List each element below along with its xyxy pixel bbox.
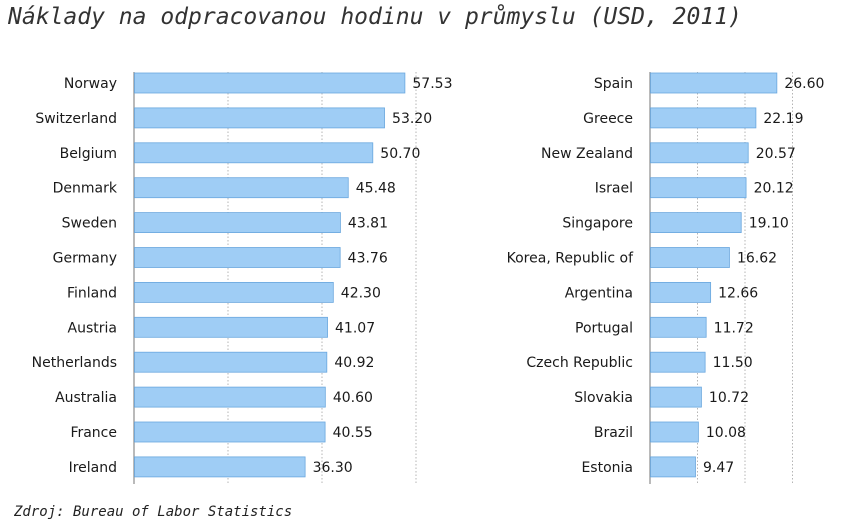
bar — [650, 72, 778, 94]
category-label: Czech Republic — [526, 355, 633, 371]
bar — [650, 107, 757, 129]
bar — [134, 177, 349, 199]
data-label: 41.07 — [335, 320, 375, 336]
data-label: 40.92 — [334, 355, 374, 371]
bar — [650, 212, 742, 234]
data-label: 40.55 — [333, 425, 373, 441]
category-label: Spain — [594, 76, 633, 92]
bar — [650, 421, 699, 443]
data-label: 53.20 — [392, 111, 432, 127]
chart-title: Náklady na odpracovanou hodinu v průmysl… — [8, 4, 742, 30]
bar — [650, 247, 730, 268]
bar — [650, 142, 749, 164]
data-label: 45.48 — [356, 181, 396, 197]
bar — [134, 456, 306, 478]
bar — [134, 72, 406, 94]
data-label: 20.57 — [756, 146, 796, 162]
bar — [134, 247, 341, 268]
category-label: Denmark — [53, 181, 118, 197]
data-label: 11.72 — [714, 320, 754, 336]
bar — [650, 456, 696, 478]
category-label: France — [70, 425, 117, 441]
bar — [134, 351, 328, 373]
bar — [134, 107, 385, 129]
category-label: Norway — [64, 76, 117, 92]
bar — [134, 212, 341, 234]
data-label: 10.08 — [706, 425, 746, 441]
category-label: Slovakia — [574, 390, 633, 406]
category-label: Singapore — [562, 216, 633, 232]
category-label: Portugal — [575, 320, 633, 336]
bar — [134, 421, 326, 443]
category-label: Austria — [68, 320, 117, 336]
bar — [134, 386, 326, 408]
data-label: 40.60 — [333, 390, 373, 406]
category-label: Ireland — [69, 460, 117, 476]
data-label: 57.53 — [412, 76, 452, 92]
data-label: 42.30 — [341, 285, 381, 301]
source-note: Zdroj: Bureau of Labor Statistics — [14, 504, 293, 520]
data-label: 20.12 — [754, 181, 794, 197]
bar — [650, 386, 702, 408]
category-label: Australia — [55, 390, 117, 406]
bar — [650, 351, 706, 373]
data-label: 16.62 — [737, 251, 777, 267]
category-label: Brazil — [594, 425, 633, 441]
data-label: 11.50 — [713, 355, 753, 371]
data-label: 43.76 — [348, 251, 388, 267]
category-label: Greece — [583, 111, 633, 127]
data-label: 26.60 — [784, 76, 824, 92]
category-label: Finland — [67, 285, 117, 301]
data-label: 10.72 — [709, 390, 749, 406]
category-label: Belgium — [60, 146, 117, 162]
category-label: Netherlands — [32, 355, 117, 371]
bar — [134, 281, 334, 303]
category-label: Estonia — [581, 460, 633, 476]
data-label: 50.70 — [380, 146, 420, 162]
bar — [650, 281, 712, 303]
data-label: 43.81 — [348, 216, 388, 232]
data-label: 12.66 — [718, 285, 758, 301]
category-label: Israel — [595, 181, 633, 197]
data-label: 36.30 — [313, 460, 353, 476]
bar — [650, 316, 707, 338]
category-label: New Zealand — [541, 146, 633, 162]
category-label: Sweden — [62, 216, 117, 232]
category-label: Switzerland — [35, 111, 117, 127]
data-label: 19.10 — [749, 216, 789, 232]
data-label: 22.19 — [763, 111, 803, 127]
chart-panel-right: Spain 26.60 Greece 22.19 New Zealand 20.57 Isr… — [507, 72, 824, 484]
category-label: Korea, Republic of — [507, 251, 634, 267]
data-label: 9.47 — [703, 460, 734, 476]
chart-panel-left: Norway 57.53 Switzerland 53.20 Belgium 50.70 D… — [32, 72, 452, 484]
bar — [134, 316, 328, 338]
bar — [134, 142, 374, 164]
category-label: Argentina — [565, 285, 633, 301]
category-label: Germany — [53, 251, 117, 267]
bar — [650, 177, 747, 199]
